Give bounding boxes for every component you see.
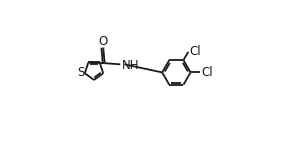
Text: NH: NH <box>122 59 139 72</box>
Text: Cl: Cl <box>190 45 201 58</box>
Text: O: O <box>99 35 108 48</box>
Text: S: S <box>77 66 85 79</box>
Text: Cl: Cl <box>202 66 213 79</box>
